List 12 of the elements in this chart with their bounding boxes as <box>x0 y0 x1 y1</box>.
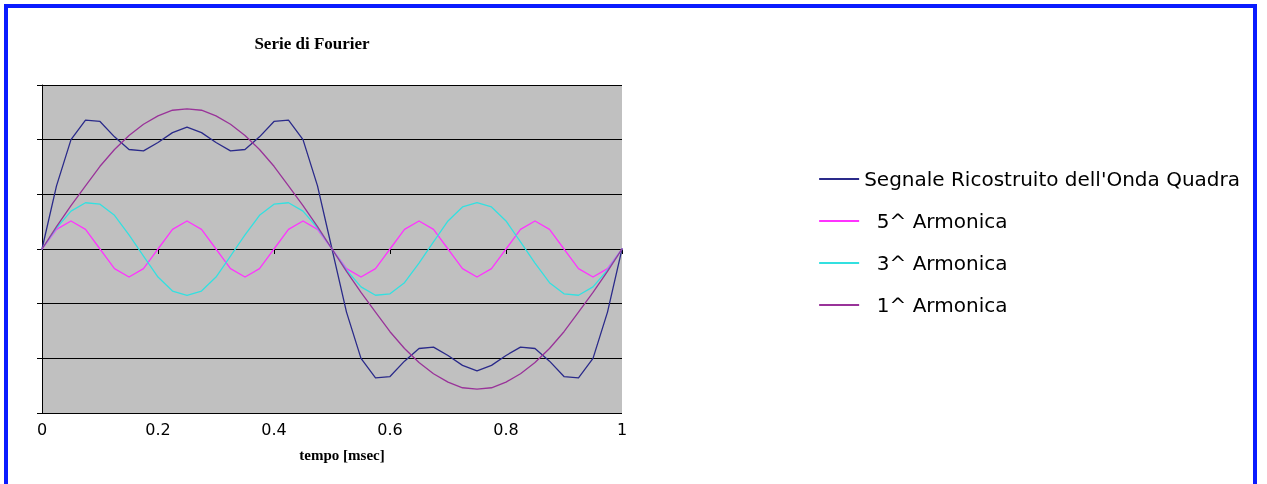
x-tick-label: 0.6 <box>377 419 403 439</box>
text: tempo [msec] <box>299 446 385 463</box>
legend-label: 5^ Armonica <box>864 209 1008 233</box>
x-tick-label: 0.4 <box>261 419 287 439</box>
legend-label: Segnale Ricostruito dell'Onda Quadra <box>864 167 1241 191</box>
legend-label: 3^ Armonica <box>864 251 1008 275</box>
chart-title: Serie di Fourier <box>254 34 371 53</box>
x-tick-label: 1 <box>616 419 628 439</box>
x-tick-label: 0.8 <box>493 419 519 439</box>
x-tick-label: 0.2 <box>145 419 171 439</box>
x-tick-label: 0 <box>36 419 48 439</box>
legend-label: 1^ Armonica <box>864 293 1008 317</box>
